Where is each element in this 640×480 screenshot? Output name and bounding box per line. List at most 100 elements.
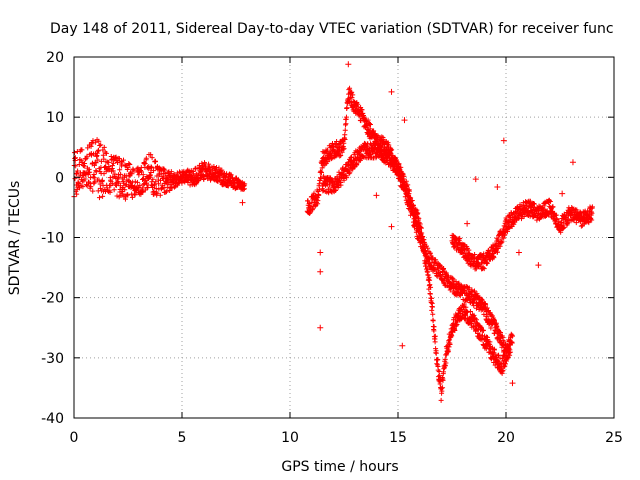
axis-ticks: 0 5 10 15 20 25 -40 -30 -20 -10 0 10 20 bbox=[41, 50, 623, 446]
x-tick-label: 15 bbox=[389, 430, 407, 446]
data-point bbox=[438, 397, 444, 403]
data-point bbox=[152, 159, 158, 165]
y-tick-label: -10 bbox=[41, 231, 64, 247]
data-point bbox=[466, 285, 472, 291]
data-point bbox=[75, 168, 81, 174]
data-point bbox=[88, 143, 94, 149]
data-point bbox=[148, 152, 154, 158]
outlier-point bbox=[345, 61, 352, 68]
data-point bbox=[127, 161, 133, 167]
data-point bbox=[484, 260, 490, 266]
data-point bbox=[405, 182, 411, 188]
data-point bbox=[90, 188, 96, 194]
data-point bbox=[427, 277, 433, 283]
data-point bbox=[421, 240, 427, 246]
data-point bbox=[142, 161, 148, 167]
data-point bbox=[440, 385, 446, 391]
data-point bbox=[440, 377, 446, 383]
data-point bbox=[347, 85, 353, 91]
data-point bbox=[527, 198, 533, 204]
data-point bbox=[496, 352, 502, 358]
data-point bbox=[110, 160, 116, 166]
data-point bbox=[74, 171, 80, 177]
data-point bbox=[424, 258, 430, 264]
data-point bbox=[589, 217, 595, 223]
data-point bbox=[441, 266, 447, 272]
data-point bbox=[80, 184, 86, 190]
data-point bbox=[452, 243, 458, 249]
data-point bbox=[324, 147, 330, 153]
data-point bbox=[98, 142, 104, 148]
data-point bbox=[589, 210, 595, 216]
data-point bbox=[429, 304, 435, 310]
data-point bbox=[79, 147, 85, 153]
data-point bbox=[480, 265, 486, 271]
data-point bbox=[153, 186, 159, 192]
data-point bbox=[473, 266, 479, 272]
data-point bbox=[425, 245, 431, 251]
data-point bbox=[91, 171, 97, 177]
data-point bbox=[494, 324, 500, 330]
data-point bbox=[354, 161, 360, 167]
data-point bbox=[431, 324, 437, 330]
data-point bbox=[418, 225, 424, 231]
data-point bbox=[103, 150, 109, 156]
data-point bbox=[87, 169, 93, 175]
data-point bbox=[141, 181, 147, 187]
data-point bbox=[206, 161, 212, 167]
data-point bbox=[164, 189, 170, 195]
data-point bbox=[107, 189, 113, 195]
data-point bbox=[110, 168, 116, 174]
data-point bbox=[531, 201, 537, 207]
data-point bbox=[161, 166, 167, 172]
y-tick-label: 10 bbox=[46, 110, 64, 126]
data-point bbox=[192, 166, 198, 172]
data-point bbox=[437, 373, 443, 379]
data-point bbox=[491, 317, 497, 323]
outlier-point bbox=[399, 342, 406, 349]
data-point bbox=[101, 156, 107, 162]
data-point bbox=[228, 172, 234, 178]
data-point bbox=[492, 362, 498, 368]
outlier-point bbox=[401, 117, 408, 124]
data-point bbox=[151, 168, 157, 174]
data-point bbox=[319, 165, 325, 171]
data-point bbox=[484, 259, 490, 265]
data-point bbox=[481, 266, 487, 272]
data-point bbox=[558, 229, 564, 235]
y-tick-label: -20 bbox=[41, 291, 64, 307]
data-point bbox=[136, 172, 142, 178]
outlier-point bbox=[515, 249, 522, 256]
data-point bbox=[491, 347, 497, 353]
data-point bbox=[116, 174, 122, 180]
data-point bbox=[500, 226, 506, 232]
data-point bbox=[341, 146, 347, 152]
data-point bbox=[99, 177, 105, 183]
data-point bbox=[501, 364, 507, 370]
data-point bbox=[117, 167, 123, 173]
data-point bbox=[122, 187, 128, 193]
outlier-point bbox=[464, 220, 471, 227]
data-point bbox=[466, 247, 472, 253]
data-point bbox=[488, 325, 494, 331]
data-point bbox=[461, 301, 467, 307]
outlier-point bbox=[494, 183, 501, 190]
data-point bbox=[367, 122, 373, 128]
data-point bbox=[561, 224, 567, 230]
data-point bbox=[167, 188, 173, 194]
data-point bbox=[349, 95, 355, 101]
data-point bbox=[84, 183, 90, 189]
data-point bbox=[91, 162, 97, 168]
data-point bbox=[89, 141, 95, 147]
data-point bbox=[190, 171, 196, 177]
data-point bbox=[225, 183, 231, 189]
data-point bbox=[344, 105, 350, 111]
y-tick-label: -30 bbox=[41, 351, 64, 367]
data-point bbox=[154, 190, 160, 196]
data-point bbox=[473, 305, 479, 311]
outlier-point bbox=[239, 199, 246, 206]
data-point bbox=[403, 178, 409, 184]
data-point bbox=[120, 191, 126, 197]
data-point bbox=[168, 169, 174, 175]
data-point bbox=[446, 344, 452, 350]
